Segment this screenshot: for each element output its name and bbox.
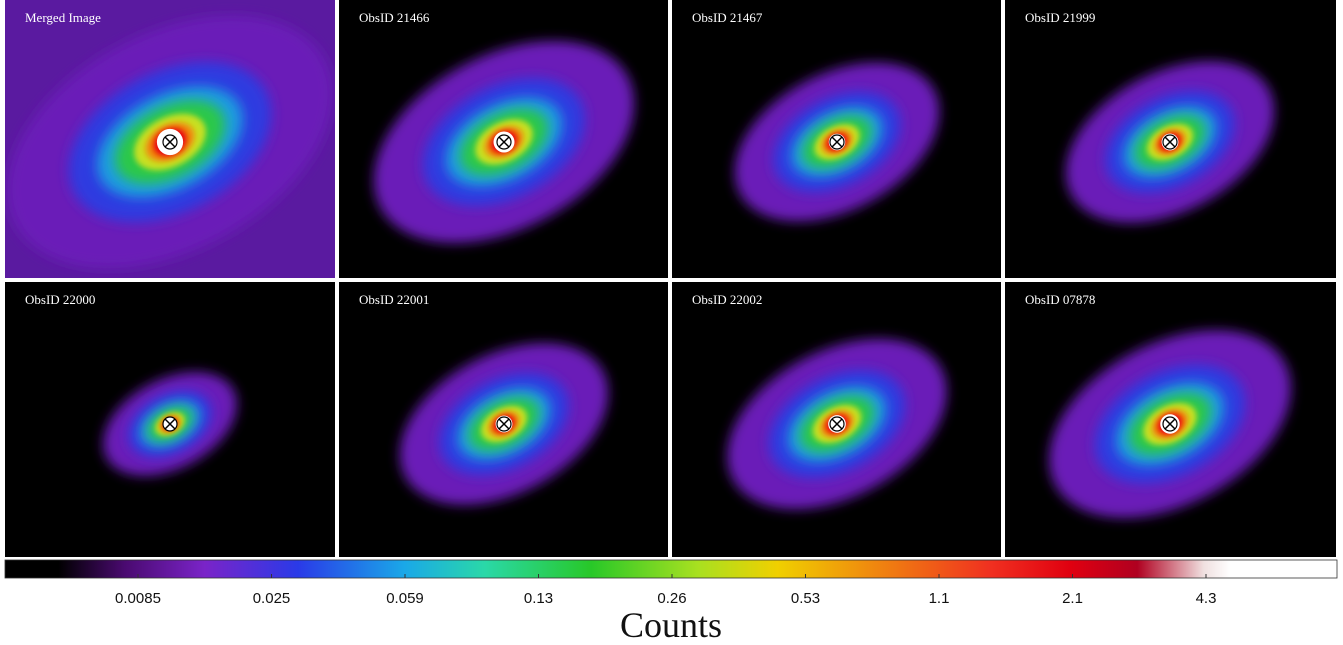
tick-label: 2.1	[1062, 590, 1083, 607]
panel-label: Merged Image	[25, 10, 101, 25]
marker-x	[498, 418, 510, 430]
tick-label: 0.025	[253, 590, 291, 607]
image-panel: ObsID 22002	[672, 282, 1001, 557]
image	[339, 0, 668, 278]
panel-label: ObsID 22000	[25, 292, 95, 307]
marker-x	[831, 136, 843, 148]
image-panel: ObsID 21467	[672, 0, 1001, 278]
image	[5, 282, 335, 557]
image-panel: ObsID 22000	[5, 282, 335, 557]
tick-label: 0.53	[791, 590, 820, 607]
marker-x	[498, 136, 510, 148]
image	[5, 0, 335, 278]
image-panel: Merged Image	[5, 0, 335, 278]
tick-label: 4.3	[1196, 590, 1217, 607]
marker-x	[1164, 418, 1176, 430]
image	[672, 0, 1001, 278]
tick-label: 0.0085	[115, 590, 161, 607]
marker-ring	[496, 416, 512, 432]
marker-ring	[162, 134, 178, 150]
image-panel: ObsID 21466	[339, 0, 668, 278]
marker-ring	[1162, 416, 1178, 432]
marker-ring	[496, 134, 512, 150]
marker-ring	[829, 416, 845, 432]
marker-x	[1164, 136, 1176, 148]
marker-x	[164, 418, 176, 430]
colorbar	[4, 559, 1338, 579]
image	[1005, 0, 1336, 278]
image	[1005, 282, 1336, 557]
image-panel: ObsID 22001	[339, 282, 668, 557]
panel-label: ObsID 21999	[1025, 10, 1095, 25]
image-panel: ObsID 21999	[1005, 0, 1336, 278]
tick-label: 0.26	[657, 590, 686, 607]
marker-ring	[829, 134, 845, 150]
panel-label: ObsID 07878	[1025, 292, 1095, 307]
marker-x	[164, 136, 176, 148]
panel-label: ObsID 22002	[692, 292, 762, 307]
colorbar-ticks: 0.0085 0.025 0.059 0.13 0.26 0.53 1.1 2.1 4.3	[115, 574, 1216, 607]
image	[339, 282, 668, 557]
marker-ring	[1162, 134, 1178, 150]
tick-label: 1.1	[929, 590, 950, 607]
marker-x	[831, 418, 843, 430]
marker-ring	[162, 416, 178, 432]
image-panel: ObsID 07878	[1005, 282, 1336, 557]
panel-label: ObsID 21467	[692, 10, 763, 25]
tick-label: 0.13	[524, 590, 553, 607]
panel-grid: Merged Image ObsID 21466 ObsID 21467 ObsID …	[5, 0, 1336, 557]
colorbar-label: Counts	[620, 605, 722, 645]
tick-label: 0.059	[386, 590, 424, 607]
panel-label: ObsID 21466	[359, 10, 430, 25]
panel-label: ObsID 22001	[359, 292, 429, 307]
image	[672, 282, 1001, 557]
